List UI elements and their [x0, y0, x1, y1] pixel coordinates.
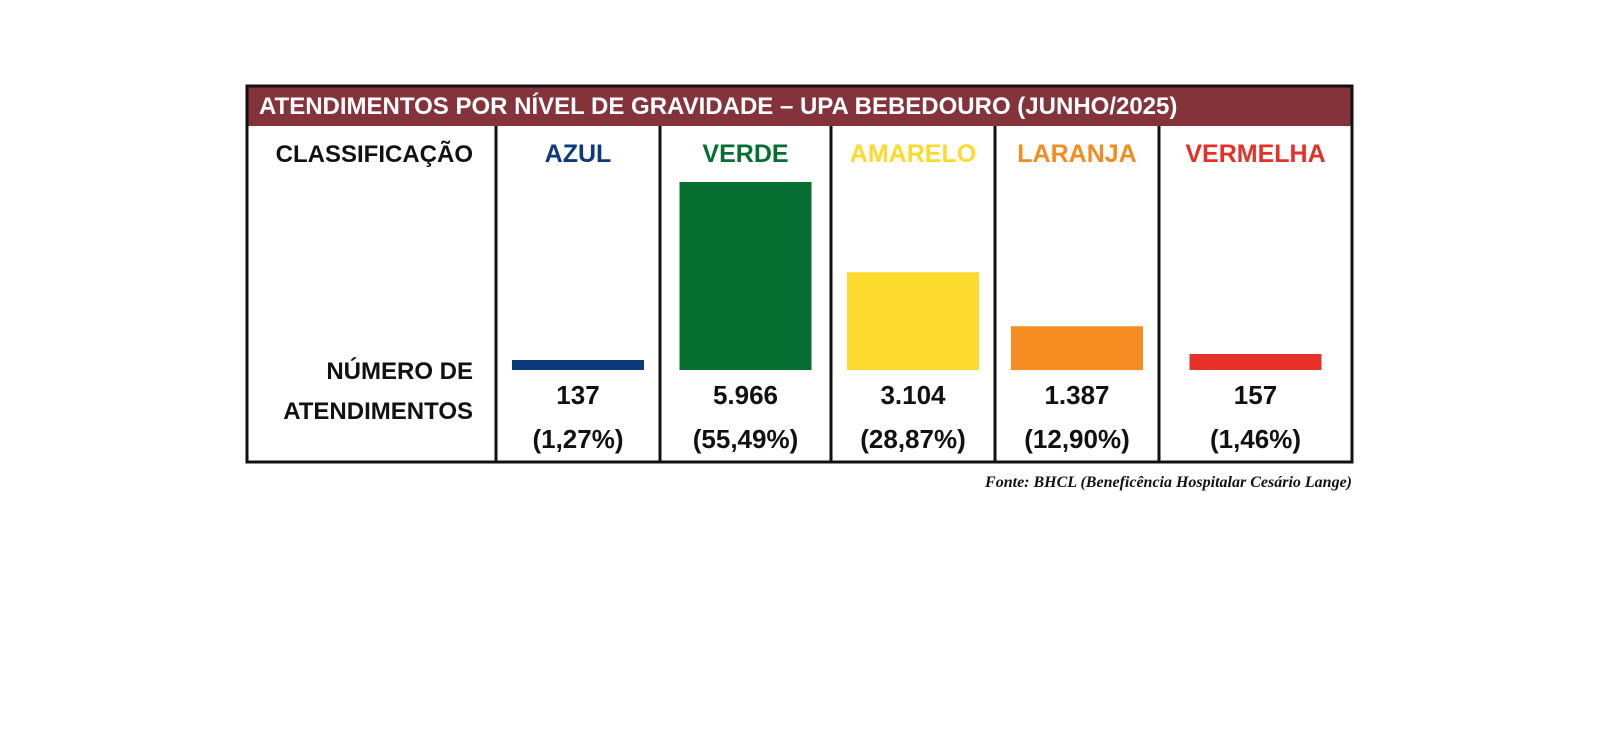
bar-verde [679, 182, 812, 370]
category-header-azul: AZUL [545, 140, 612, 168]
source-note: Fonte: BHCL (Beneficência Hospitalar Ces… [984, 474, 1352, 491]
category-header-verde: VERDE [702, 140, 788, 168]
percent-label-laranja: (12,90%) [1024, 424, 1130, 454]
value-label-laranja: 1.387 [1044, 380, 1109, 410]
percent-label-vermelha: (1,46%) [1210, 424, 1301, 454]
chart-title: ATENDIMENTOS POR NÍVEL DE GRAVIDADE – UP… [259, 92, 1177, 120]
value-label-vermelha: 157 [1234, 380, 1277, 410]
bar-vermelha [1189, 354, 1322, 370]
percent-label-azul: (1,27%) [532, 424, 623, 454]
classification-label: CLASSIFICAÇÃO [276, 140, 473, 168]
count-label-line2: ATENDIMENTOS [283, 398, 473, 425]
bar-azul [512, 360, 644, 370]
bar-laranja [1011, 326, 1143, 370]
value-label-amarelo: 3.104 [880, 380, 946, 410]
table-frame [245, 84, 1354, 464]
column-dividers [494, 126, 1161, 462]
category-header-vermelha: VERMELHA [1185, 140, 1325, 168]
count-label-line1: NÚMERO DE [326, 357, 473, 385]
category-header-laranja: LARANJA [1017, 140, 1136, 168]
bar-amarelo [847, 272, 979, 370]
value-label-azul: 137 [556, 380, 599, 410]
category-header-amarelo: AMARELO [850, 140, 976, 168]
percent-label-verde: (55,49%) [693, 424, 799, 454]
percent-label-amarelo: (28,87%) [860, 424, 966, 454]
value-label-verde: 5.966 [713, 380, 778, 410]
title-band [247, 86, 1352, 126]
category-columns: AZUL 137 (1,27%) VERDE 5.966 (55,49%) AMARELO 3… [512, 140, 1326, 454]
